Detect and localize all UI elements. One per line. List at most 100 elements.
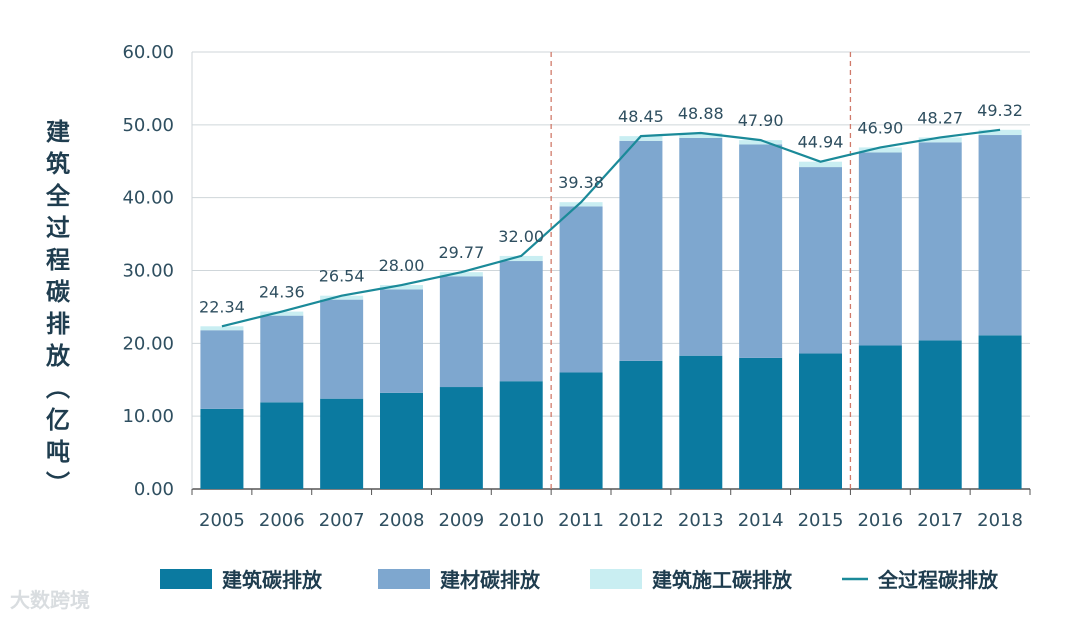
data-label: 48.88 xyxy=(678,104,724,123)
bar-construction xyxy=(739,140,783,145)
bar-building xyxy=(918,340,962,489)
legend-label: 全过程碳排放 xyxy=(877,568,999,592)
bar-construction xyxy=(619,136,663,141)
data-label: 24.36 xyxy=(259,283,305,302)
y-label-char: 全 xyxy=(45,182,71,210)
bar-building xyxy=(200,408,244,489)
bar-materials xyxy=(918,142,962,341)
x-tick-label: 2009 xyxy=(438,510,484,531)
bar-materials xyxy=(978,135,1022,336)
data-labels: 22.34 24.36 26.54 28.00 29.77 32.00 39.38 48.45… xyxy=(199,101,1023,317)
total-line-path xyxy=(221,128,1001,328)
bar-materials xyxy=(739,144,783,358)
bar-materials xyxy=(260,315,304,403)
y-label-char: ︵ xyxy=(46,374,70,402)
bar-building xyxy=(978,335,1022,489)
legend-swatch xyxy=(160,569,212,589)
y-label-char: 程 xyxy=(46,246,70,274)
data-label: 48.27 xyxy=(917,108,963,127)
bar-construction xyxy=(679,132,723,138)
y-tick-label: 20.00 xyxy=(122,333,174,354)
x-ticks: 2005 2006 2007 2008 2009 2010 2011 2012 2013 2014… xyxy=(191,489,1031,531)
watermark: 大数跨境 xyxy=(10,588,90,612)
bars xyxy=(200,129,1022,489)
bar-construction xyxy=(260,311,304,316)
bar-building xyxy=(499,381,543,489)
x-tick-label: 2005 xyxy=(199,510,245,531)
x-tick-label: 2008 xyxy=(379,510,425,531)
y-label-char: 亿 xyxy=(46,406,70,434)
bar-building xyxy=(858,345,902,489)
y-label-char: 排 xyxy=(46,310,70,338)
x-tick-label: 2015 xyxy=(798,510,844,531)
x-tick-label: 2012 xyxy=(618,510,664,531)
bar-materials xyxy=(619,140,663,361)
y-label-char: 放 xyxy=(45,342,71,370)
x-tick-label: 2013 xyxy=(678,510,724,531)
y-label-char: ︶ xyxy=(46,470,70,498)
x-tick-label: 2006 xyxy=(259,510,305,531)
data-label: 26.54 xyxy=(319,267,365,286)
bar-construction xyxy=(978,129,1022,136)
bar-construction xyxy=(439,272,483,277)
period-dividers xyxy=(550,52,852,489)
legend: 建筑碳排放 建材碳排放 建筑施工碳排放 全过程碳排放 xyxy=(160,568,999,592)
bar-materials xyxy=(559,206,603,373)
data-label: 44.94 xyxy=(798,133,844,152)
bar-materials xyxy=(799,167,842,354)
x-tick-label: 2014 xyxy=(738,510,784,531)
bar-construction xyxy=(799,161,842,168)
legend-label: 建筑碳排放 xyxy=(222,568,323,592)
data-label: 47.90 xyxy=(738,111,784,130)
bar-building xyxy=(679,355,723,489)
bar-materials xyxy=(380,289,423,393)
bar-construction xyxy=(499,255,543,262)
data-label: 48.45 xyxy=(618,107,664,126)
y-tick-label: 0.00 xyxy=(134,479,174,500)
y-tick-label: 40.00 xyxy=(122,188,174,209)
data-label: 22.34 xyxy=(199,297,245,316)
y-tick-label: 10.00 xyxy=(122,406,174,427)
x-tick-label: 2011 xyxy=(558,510,604,531)
y-ticks: 0.00 10.00 20.00 30.00 40.00 50.00 60.00 xyxy=(122,42,174,500)
bar-construction xyxy=(320,295,364,300)
bar-materials xyxy=(499,261,543,382)
grid-lines xyxy=(191,51,1030,490)
y-label-char: 建 xyxy=(46,118,70,146)
data-label: 39.38 xyxy=(558,173,604,192)
bar-building xyxy=(799,353,842,489)
data-label: 49.32 xyxy=(977,101,1023,120)
data-label: 28.00 xyxy=(379,256,425,275)
bar-construction xyxy=(559,202,603,207)
legend-swatch xyxy=(378,569,430,589)
bar-building xyxy=(739,357,783,489)
y-tick-label: 50.00 xyxy=(122,115,174,136)
bar-construction xyxy=(918,137,962,143)
bar-construction xyxy=(858,147,902,153)
y-tick-label: 30.00 xyxy=(122,261,174,282)
total-line xyxy=(221,128,1001,328)
legend-label: 建材碳排放 xyxy=(440,568,541,592)
data-label: 29.77 xyxy=(438,243,484,262)
bar-construction xyxy=(380,285,423,290)
x-tick-label: 2007 xyxy=(319,510,365,531)
y-label-char: 吨 xyxy=(46,438,70,466)
bar-building xyxy=(260,402,304,489)
data-label: 46.90 xyxy=(857,118,903,137)
y-tick-label: 60.00 xyxy=(122,42,174,63)
bar-building xyxy=(439,387,483,489)
y-label-char: 过 xyxy=(46,214,70,242)
bar-materials xyxy=(679,137,723,356)
x-tick-label: 2017 xyxy=(917,510,963,531)
bar-building xyxy=(380,392,423,489)
bar-construction xyxy=(200,326,244,331)
bar-building xyxy=(619,360,663,489)
x-tick-label: 2018 xyxy=(977,510,1023,531)
y-label-char: 筑 xyxy=(46,150,70,178)
bar-materials xyxy=(200,330,244,409)
legend-label: 建筑施工碳排放 xyxy=(652,568,793,592)
x-tick-label: 2016 xyxy=(857,510,903,531)
x-tick-label: 2010 xyxy=(498,510,544,531)
bar-building xyxy=(559,372,603,489)
